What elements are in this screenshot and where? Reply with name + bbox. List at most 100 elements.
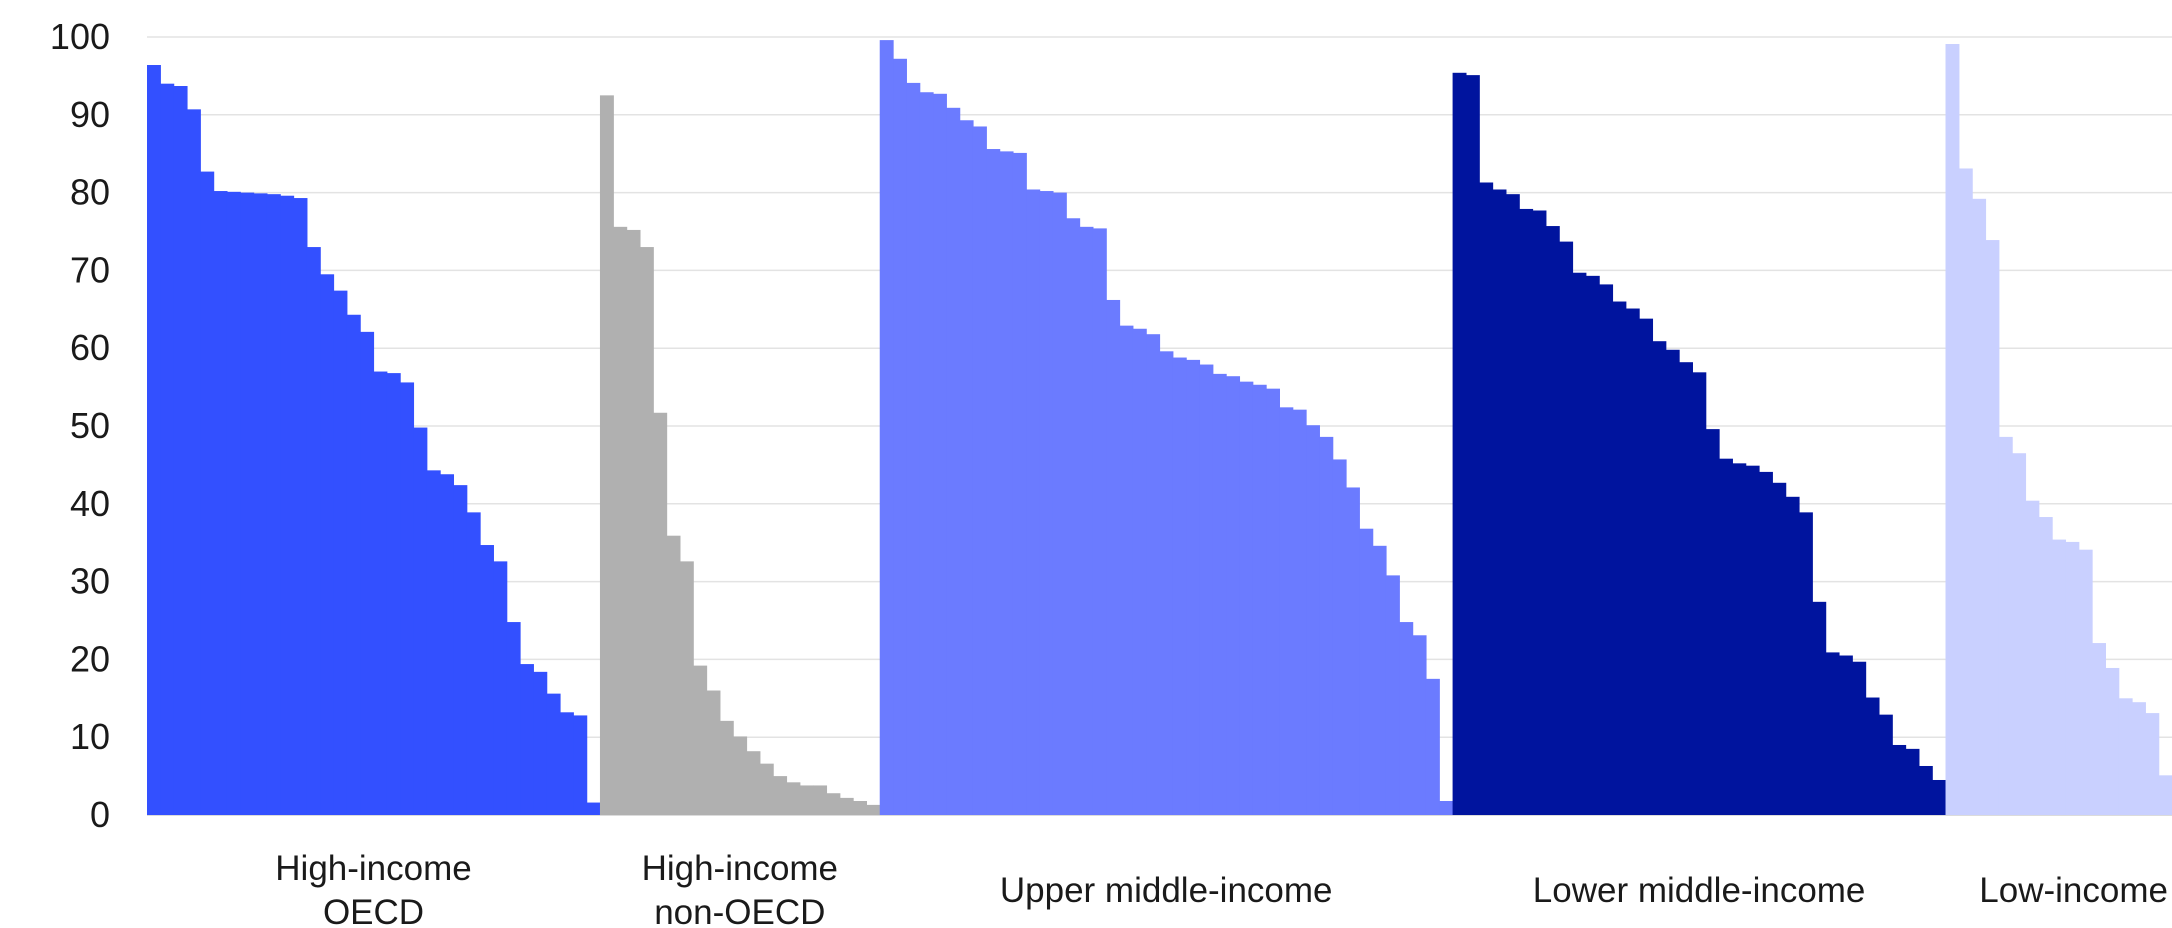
- y-tick-label: 50: [70, 405, 110, 446]
- bar: [1306, 425, 1320, 815]
- bar: [226, 191, 241, 815]
- bar: [1559, 241, 1574, 816]
- bar: [1172, 357, 1187, 815]
- bar: [746, 751, 761, 815]
- bar: [1199, 364, 1214, 815]
- bar: [493, 561, 508, 815]
- bar: [1772, 482, 1787, 815]
- bar: [706, 690, 721, 815]
- bar: [1545, 226, 1560, 816]
- bar: [1812, 601, 1827, 815]
- bar: [1159, 351, 1174, 815]
- bar: [440, 474, 455, 815]
- bar: [1359, 528, 1374, 815]
- bar: [1399, 622, 1414, 815]
- bar: [400, 382, 415, 815]
- bar: [893, 58, 907, 815]
- bar: [320, 274, 335, 815]
- bar: [879, 40, 894, 816]
- bar: [759, 763, 774, 815]
- bar: [786, 782, 801, 815]
- group-label: Low-income: [1979, 871, 2168, 910]
- bar: [266, 194, 281, 815]
- bar: [1825, 652, 1840, 815]
- bar: [826, 793, 841, 815]
- bar: [679, 561, 694, 815]
- bar: [386, 373, 401, 815]
- bar: [160, 83, 175, 816]
- bar: [653, 412, 668, 815]
- bar: [959, 120, 974, 815]
- bar: [1452, 72, 1467, 816]
- bar: [626, 229, 641, 815]
- bar: [373, 371, 388, 815]
- y-tick-label: 100: [50, 16, 110, 57]
- bar: [733, 736, 748, 815]
- bar: [799, 785, 814, 815]
- bar: [986, 149, 1001, 815]
- y-tick-label: 0: [90, 794, 110, 835]
- bar: [1599, 284, 1614, 815]
- bar: [1346, 487, 1360, 815]
- bars: [147, 40, 2172, 816]
- bar: [1479, 182, 1494, 816]
- bar: [1226, 376, 1241, 815]
- bar: [919, 92, 934, 816]
- bar: [1945, 44, 1960, 815]
- bar: [972, 126, 987, 816]
- bar: [813, 785, 828, 815]
- bar: [613, 226, 628, 815]
- bar: [1892, 744, 1907, 815]
- bar: [1492, 189, 1507, 816]
- bar: [693, 665, 708, 815]
- bar: [360, 331, 375, 815]
- y-axis-ticks: 0 10 20 30 40 50 60 70 80 90 100: [50, 16, 110, 835]
- bar: [1852, 661, 1867, 815]
- bar: [839, 797, 854, 815]
- bar: [1332, 459, 1347, 815]
- bar: [1372, 545, 1387, 815]
- bar: [1838, 655, 1853, 815]
- bar: [906, 82, 921, 815]
- bar: [1119, 325, 1134, 815]
- bar: [1519, 208, 1534, 815]
- bar: [773, 776, 788, 815]
- group-label: High-income: [642, 849, 838, 888]
- bar: [147, 65, 161, 815]
- bar: [1985, 240, 2000, 815]
- bar: [1918, 765, 1933, 815]
- bar: [1865, 697, 1880, 815]
- bar: [426, 470, 441, 815]
- bar: [1412, 635, 1427, 815]
- bar: [1692, 372, 1707, 815]
- bar: [1972, 198, 1987, 815]
- bar: [1186, 359, 1201, 815]
- bar: [666, 535, 681, 815]
- bar: [1532, 210, 1547, 816]
- y-tick-label: 90: [70, 94, 110, 135]
- bar: [506, 622, 521, 815]
- bar: [413, 427, 428, 815]
- bar: [1239, 381, 1254, 815]
- y-tick-label: 80: [70, 172, 110, 213]
- group-label: High-income: [275, 849, 471, 888]
- bar: [240, 192, 255, 816]
- bar: [2105, 667, 2120, 815]
- bar: [573, 715, 588, 815]
- bar: [2065, 541, 2080, 815]
- group-labels: High-income OECD High-income non-OECD Upper …: [275, 849, 2168, 928]
- bar: [1585, 275, 1600, 816]
- bar: [853, 801, 868, 815]
- bar: [1079, 226, 1094, 815]
- bar: [1878, 714, 1893, 815]
- y-tick-label: 40: [70, 483, 110, 524]
- bar: [999, 151, 1014, 815]
- bar: [546, 693, 561, 815]
- bar: [1745, 465, 1760, 815]
- bar: [520, 664, 534, 815]
- bar: [466, 512, 481, 815]
- bar: [200, 171, 215, 816]
- bar: [2052, 539, 2067, 815]
- bar: [2078, 549, 2093, 815]
- bar: [1665, 349, 1680, 815]
